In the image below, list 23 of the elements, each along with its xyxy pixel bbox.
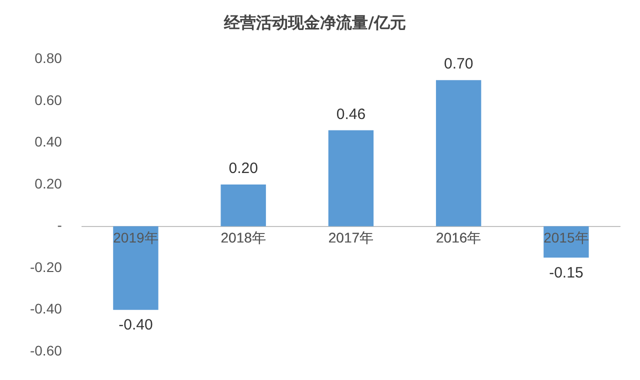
x-tick-label: 2016年 xyxy=(436,230,482,246)
y-tick-label: 0.40 xyxy=(34,134,62,150)
bar xyxy=(328,130,374,226)
y-tick-label: 0.60 xyxy=(34,92,62,108)
data-label: 0.70 xyxy=(444,56,474,73)
y-tick-label: -0.40 xyxy=(30,300,62,317)
y-tick-label: 0.80 xyxy=(34,50,62,66)
chart-title: 经营活动现金净流量/亿元 xyxy=(223,12,406,32)
data-label: 0.20 xyxy=(228,160,258,178)
x-tick-label: 2015年 xyxy=(544,230,589,246)
x-tick-label: 2017年 xyxy=(328,230,374,246)
x-tick-label: 2019年 xyxy=(113,230,158,246)
y-tick-label: -0.60 xyxy=(30,342,62,358)
data-label: -0.40 xyxy=(118,316,153,334)
bar xyxy=(113,226,158,310)
y-tick-label: -0.20 xyxy=(30,258,62,275)
x-tick-label: 2018年 xyxy=(220,230,266,246)
y-tick-label: - xyxy=(57,217,62,234)
y-tick-label: 0.20 xyxy=(34,175,62,192)
data-label: 0.46 xyxy=(336,106,366,123)
data-label: -0.15 xyxy=(549,264,584,282)
bar xyxy=(436,80,482,226)
bar xyxy=(220,184,266,226)
